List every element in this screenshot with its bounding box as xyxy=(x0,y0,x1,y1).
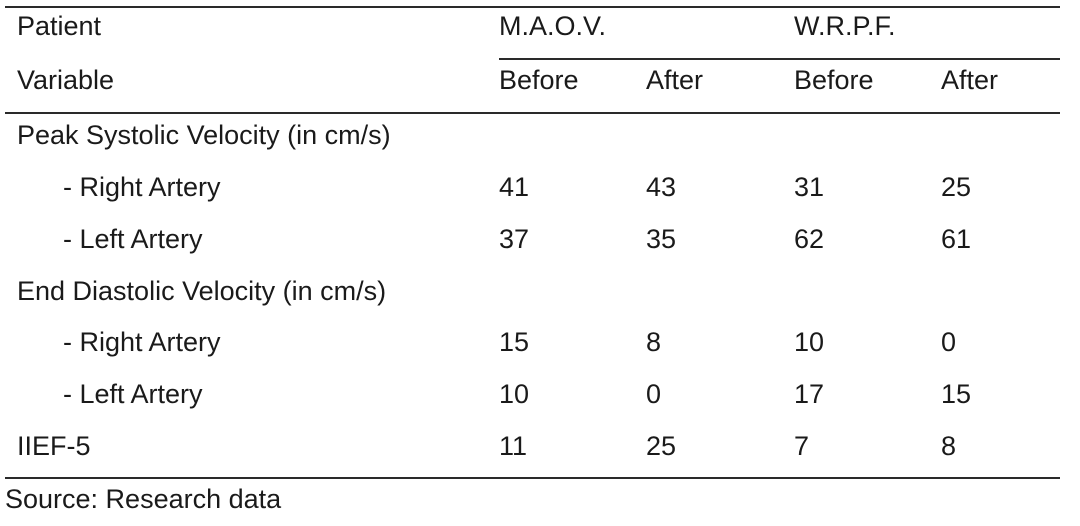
section-title-end-diastolic: End Diastolic Velocity (in cm/s) xyxy=(17,276,387,306)
header-patient-1: M.A.O.V. xyxy=(499,11,607,41)
table-cell: 0 xyxy=(646,379,662,409)
header-bottom-rule xyxy=(5,112,1060,114)
header-before-1: Before xyxy=(499,65,579,95)
row-label-iief5: IIEF-5 xyxy=(17,431,91,461)
table-cell: 17 xyxy=(794,379,825,409)
table-cell: 8 xyxy=(941,431,957,461)
table-cell: 31 xyxy=(794,172,825,202)
header-before-2: Before xyxy=(794,65,874,95)
source-note: Source: Research data xyxy=(5,484,282,514)
table-cell: 8 xyxy=(646,327,662,357)
table-cell: 11 xyxy=(499,431,528,461)
table-cell: 37 xyxy=(499,224,530,254)
row-label: - Left Artery xyxy=(63,224,203,254)
table-cell: 15 xyxy=(499,327,530,357)
table-cell: 62 xyxy=(794,224,825,254)
table-cell: 41 xyxy=(499,172,530,202)
header-group-rule xyxy=(499,58,1060,60)
table-cell: 35 xyxy=(646,224,677,254)
table-cell: 25 xyxy=(646,431,677,461)
header-after-2: After xyxy=(941,65,999,95)
table-cell: 10 xyxy=(499,379,530,409)
table-cell: 61 xyxy=(941,224,972,254)
table-cell: 25 xyxy=(941,172,972,202)
section-title-peak-systolic: Peak Systolic Velocity (in cm/s) xyxy=(17,120,391,150)
table-cell: 0 xyxy=(941,327,957,357)
table-top-rule xyxy=(5,6,1060,8)
table-cell: 10 xyxy=(794,327,825,357)
row-label: - Right Artery xyxy=(63,327,221,357)
table-cell: 15 xyxy=(941,379,972,409)
table-bottom-rule xyxy=(5,477,1060,479)
row-label: - Right Artery xyxy=(63,172,221,202)
header-patient-label: Patient xyxy=(17,11,102,41)
header-variable-label: Variable xyxy=(17,65,115,95)
row-label: - Left Artery xyxy=(63,379,203,409)
table-cell: 43 xyxy=(646,172,677,202)
header-after-1: After xyxy=(646,65,704,95)
table-cell: 7 xyxy=(794,431,810,461)
header-patient-2: W.R.P.F. xyxy=(794,11,896,41)
